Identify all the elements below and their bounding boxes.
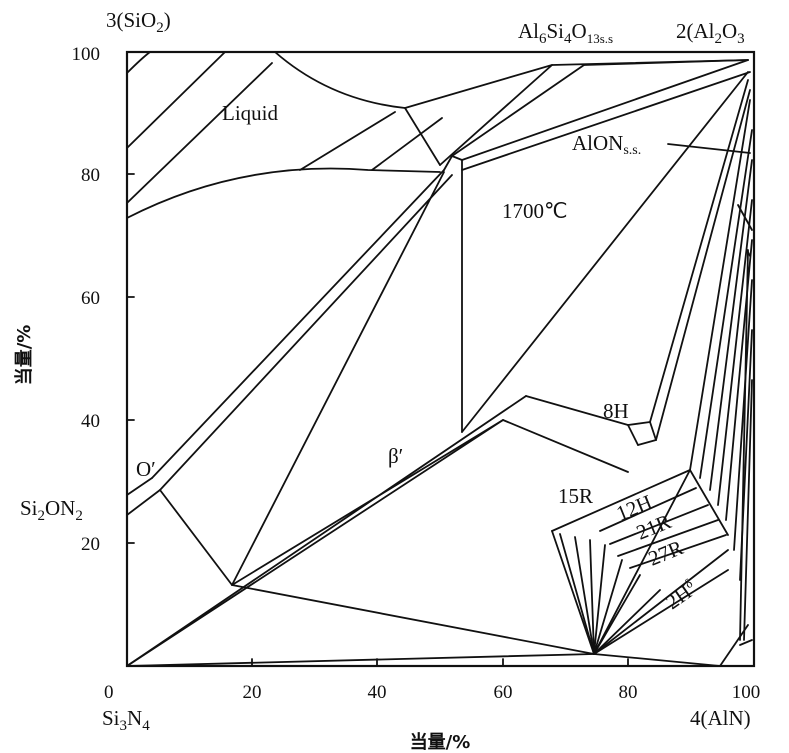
y-tick-labels: 100 80 60 40 20: [72, 44, 101, 555]
plot-frame: [125, 50, 756, 668]
alon-leader-line: [667, 143, 751, 154]
label-alon: AlONs.s.: [572, 131, 641, 158]
phase-boundaries: [126, 51, 753, 667]
liquidus-curve-mid: [404, 107, 441, 166]
y-tick-label: 100: [72, 44, 101, 65]
label-o-prime: O′: [136, 457, 156, 481]
label-beta-prime: β′: [388, 444, 403, 468]
y-axis-title: 当量/%: [13, 325, 35, 386]
liquidus-top-edge: [404, 59, 749, 109]
x-axis-title: 当量/%: [410, 731, 471, 753]
x-tick-label: 80: [619, 682, 638, 703]
liquidus-curve-left: [126, 167, 441, 219]
y-tick-label: 60: [81, 288, 100, 309]
y-tick-label: 80: [81, 165, 100, 186]
y-ticks: [126, 173, 135, 544]
label-8h: 8H: [603, 399, 629, 423]
label-15r: 15R: [558, 484, 593, 508]
liquidus-curve-top: [274, 51, 406, 109]
liquidus-curve-corner: [126, 51, 151, 74]
x-tick-label: 40: [368, 682, 387, 703]
corner-label-al2o3: 2(Al2O3: [676, 19, 745, 47]
x-tick-label: 100: [732, 682, 761, 703]
label-liquid: Liquid: [222, 101, 278, 125]
x-tick-label: 20: [243, 682, 262, 703]
y-tick-label: 20: [81, 534, 100, 555]
corner-label-si3n4: Si3N4: [102, 706, 150, 734]
corner-label-sio2: 3(SiO2): [106, 8, 171, 36]
x-tick-label: 60: [494, 682, 513, 703]
y-tick-label: 40: [81, 411, 100, 432]
label-si2on2: Si2ON2: [20, 496, 83, 524]
label-temperature: 1700℃: [502, 199, 568, 223]
x-tick-label: 0: [104, 682, 114, 703]
x-tick-labels: 0 20 40 60 80 100: [104, 682, 760, 703]
corner-label-mullite: Al6Si4O13s.s: [518, 19, 613, 47]
corner-label-aln: 4(AlN): [690, 706, 751, 730]
